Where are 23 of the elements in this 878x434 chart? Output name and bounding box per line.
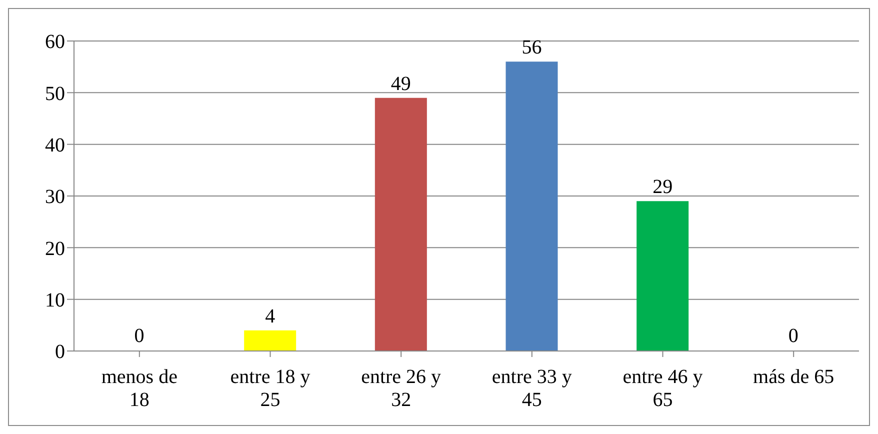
x-tick-label: menos de 18 [101,366,178,411]
data-label: 0 [788,325,798,347]
data-label: 56 [522,36,542,59]
y-tick-label: 30 [45,186,65,208]
x-tick-label: más de 65 [753,366,834,388]
x-tick-label: entre 46 y 65 [622,366,703,411]
y-tick-label: 0 [55,341,65,364]
bar [244,330,296,351]
data-label: 4 [265,305,276,328]
y-tick-label: 50 [45,82,65,105]
y-tick-label: 10 [45,289,65,312]
x-tick-label: entre 18 y 25 [230,366,310,411]
x-tick-label: entre 33 y 45 [492,366,572,411]
data-label: 0 [134,325,144,347]
y-tick-label: 40 [45,134,65,156]
y-tick-label: 20 [45,238,65,260]
bar [374,98,427,351]
y-tick-label: 60 [45,31,65,54]
bar [636,201,689,351]
data-label: 49 [390,72,411,95]
bar [506,62,558,351]
data-label: 29 [652,176,673,198]
x-tick-label: entre 26 y 32 [361,366,442,411]
